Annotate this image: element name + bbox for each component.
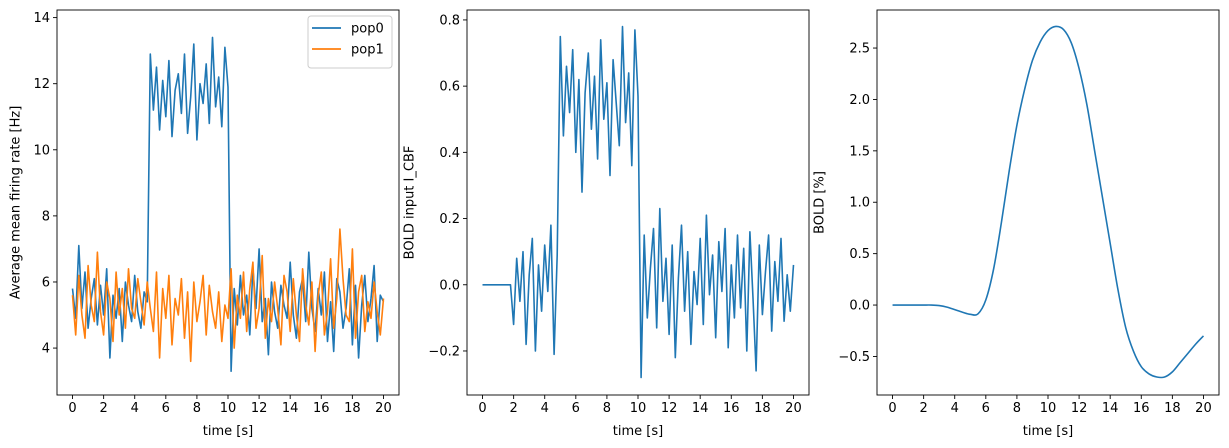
x-tick-label: 16 [723, 401, 740, 416]
legend-label-pop1: pop1 [351, 43, 384, 58]
x-tick-label: 10 [220, 401, 237, 416]
x-tick-label: 4 [951, 401, 959, 416]
x-tick-label: 6 [572, 401, 580, 416]
subplot-3: 0 2 4 6 8 10 12 14 16 18 20 −0.5 0.0 0.5 1.0 1.5 2.0 2.5 t… [813, 9, 1220, 439]
x-tick-label: 6 [162, 401, 170, 416]
x-tick-label: 4 [541, 401, 549, 416]
y-axis-label: BOLD [%] [813, 171, 828, 234]
x-tick-label: 8 [193, 401, 201, 416]
y-axis-label: Average mean firing rate [Hz] [9, 106, 24, 300]
x-tick-label: 2 [99, 401, 107, 416]
series-line-I_CBF [482, 25, 795, 379]
x-tick-label: 0 [478, 401, 486, 416]
x-axis-label: time [s] [613, 424, 663, 439]
x-tick-label: 0 [68, 401, 76, 416]
x-tick-label: 16 [1133, 401, 1150, 416]
y-tick-label: −0.2 [428, 344, 460, 359]
x-tick-label: 2 [919, 401, 927, 416]
y-tick-label: 0.0 [439, 278, 460, 293]
x-tick-label: 18 [344, 401, 361, 416]
y-tick-label: 0.5 [849, 247, 870, 262]
x-tick-label: 12 [661, 401, 678, 416]
x-tick-label: 12 [251, 401, 268, 416]
x-tick-label: 14 [692, 401, 709, 416]
y-tick-label: 1.5 [849, 144, 870, 159]
x-tick-label: 14 [1102, 401, 1119, 416]
y-tick-label: 6 [42, 275, 50, 290]
y-axis-label: BOLD input I_CBF [403, 146, 418, 260]
y-tick-label: 8 [42, 209, 50, 224]
x-tick-label: 8 [1013, 401, 1021, 416]
y-tick-label: 0.2 [439, 212, 460, 227]
y-tick-label: 0.8 [439, 13, 460, 28]
x-tick-label: 0 [888, 401, 896, 416]
series-line-pop0 [71, 36, 385, 372]
y-tick-label: 2.5 [849, 42, 870, 57]
y-tick-label: 14 [33, 11, 50, 26]
x-axis-label: time [s] [1023, 424, 1073, 439]
legend-box [307, 15, 393, 69]
axes-frame [876, 9, 1220, 396]
y-tick-label: 1.0 [849, 196, 870, 211]
x-tick-label: 14 [282, 401, 299, 416]
x-tick-label: 20 [375, 401, 392, 416]
x-tick-label: 16 [313, 401, 330, 416]
x-tick-label: 18 [1164, 401, 1181, 416]
y-tick-label: 0.4 [439, 146, 460, 161]
y-tick-label: 0.6 [439, 80, 460, 95]
series-line-pop1 [71, 228, 385, 363]
y-tick-label: 0.0 [849, 299, 870, 314]
x-tick-label: 18 [754, 401, 771, 416]
y-tick-label: −0.5 [838, 350, 870, 365]
y-tick-label: 4 [42, 342, 50, 357]
x-tick-label: 4 [131, 401, 139, 416]
x-tick-label: 10 [1040, 401, 1057, 416]
x-tick-label: 2 [509, 401, 517, 416]
y-tick-label: 10 [33, 143, 50, 158]
y-tick-label: 2.0 [849, 93, 870, 108]
legend: pop0 pop1 [307, 15, 393, 69]
y-tick-label: 12 [33, 77, 50, 92]
legend-label-pop0: pop0 [351, 22, 384, 37]
x-axis-label: time [s] [203, 424, 253, 439]
x-tick-label: 20 [1195, 401, 1212, 416]
subplot-2: 0 2 4 6 8 10 12 14 16 18 20 −0.2 0.0 0.2 0.4 0.6 0.8 time… [403, 9, 810, 439]
x-tick-label: 20 [785, 401, 802, 416]
x-tick-label: 6 [982, 401, 990, 416]
x-tick-label: 8 [603, 401, 611, 416]
series-line-BOLD [892, 25, 1205, 379]
subplot-1: 0 2 4 6 8 10 12 14 16 18 20 4 6 8 10 12 14 time [s] Averag… [9, 9, 400, 439]
x-tick-label: 10 [630, 401, 647, 416]
x-tick-label: 12 [1071, 401, 1088, 416]
